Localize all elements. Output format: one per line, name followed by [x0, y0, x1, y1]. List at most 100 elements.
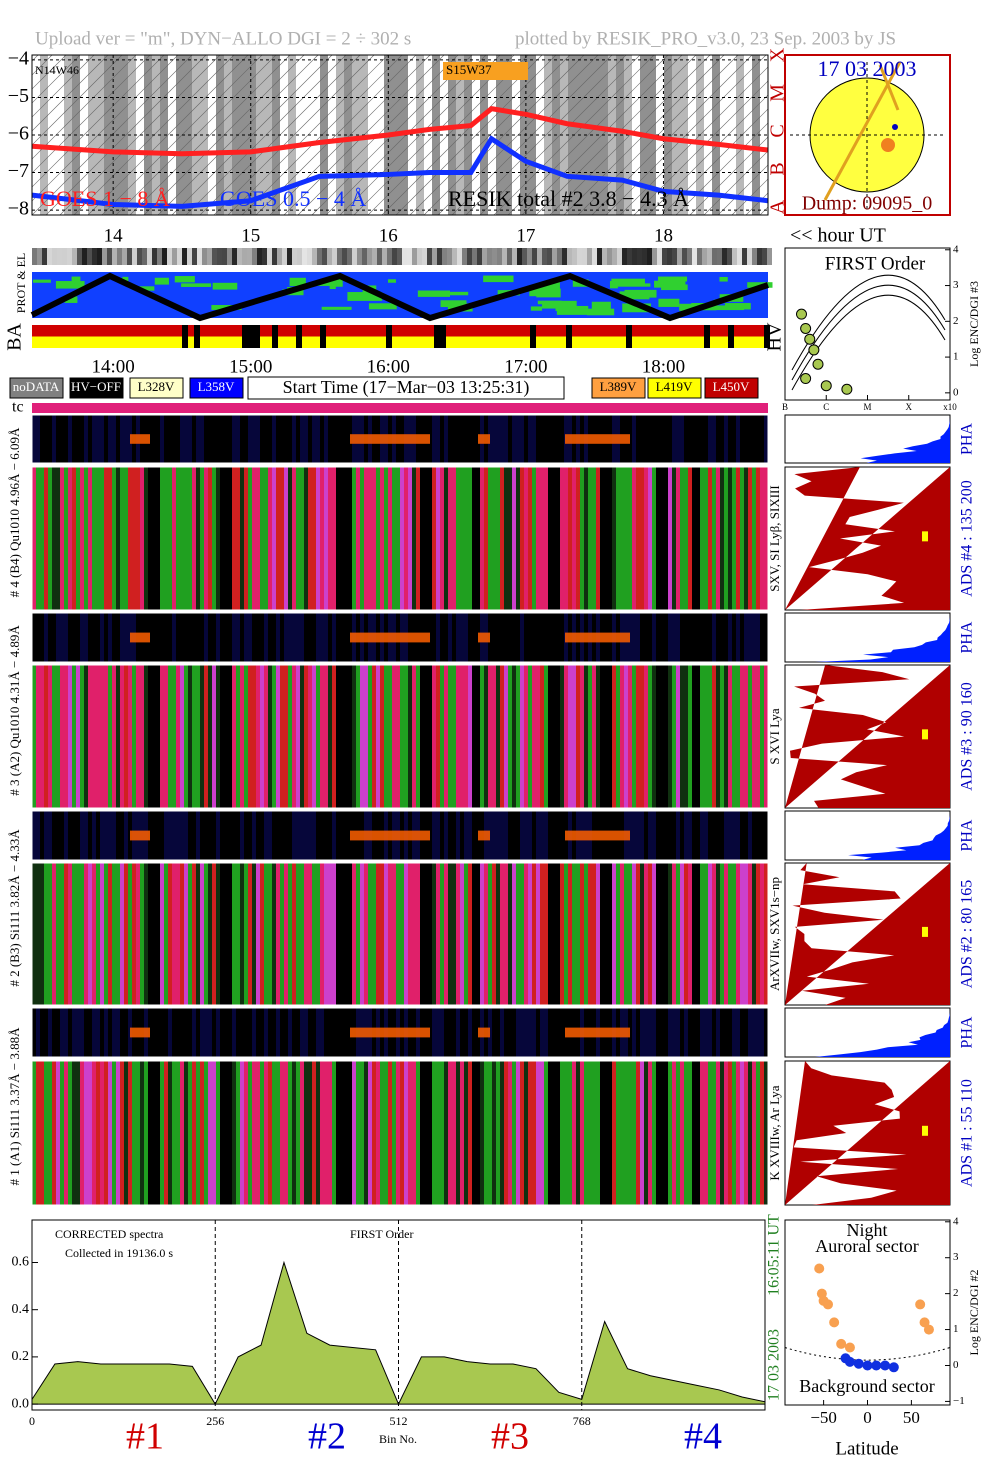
spectrogram-stripe	[104, 467, 108, 610]
spectrogram-stripe	[732, 665, 736, 808]
pha-band	[478, 434, 490, 444]
spectrogram-stripe	[640, 863, 644, 1005]
hatch	[465, 55, 627, 215]
prot-green	[181, 283, 212, 287]
ba-gray	[597, 248, 602, 265]
hv-bar	[170, 325, 176, 348]
ba-gray	[317, 248, 322, 265]
spectrogram-stripe	[180, 415, 184, 463]
orbit-stripe	[512, 55, 520, 215]
spectrogram-stripe	[88, 665, 92, 808]
prot-green	[658, 276, 688, 282]
spectrogram-stripe	[388, 863, 392, 1005]
spectrogram-stripe	[392, 467, 396, 610]
spectrogram-stripe	[288, 665, 292, 808]
spectrogram-stripe	[640, 665, 644, 808]
pha-band	[350, 830, 430, 841]
spectrogram-stripe	[612, 467, 616, 610]
spectrogram-stripe	[204, 1008, 208, 1057]
spectrogram-stripe	[584, 467, 588, 610]
ba-gray	[657, 248, 662, 265]
hv-bar	[86, 325, 92, 348]
spectrogram-stripe	[184, 665, 188, 808]
spectrogram-stripe	[160, 863, 164, 1005]
spectrogram-stripe	[232, 467, 236, 610]
spectrogram-stripe	[168, 1061, 172, 1205]
spectrogram-stripe	[116, 665, 120, 808]
hv-bar	[152, 325, 158, 348]
ba-gray	[37, 248, 42, 265]
spectrogram-stripe	[204, 467, 208, 610]
spectrogram-stripe	[100, 665, 104, 808]
spectrogram-stripe	[596, 467, 600, 610]
ba-gray	[382, 248, 387, 265]
spectrogram-stripe	[88, 1061, 92, 1205]
spectrogram-stripe	[208, 467, 212, 610]
hv-bar	[68, 325, 74, 348]
spectrogram-stripe	[296, 665, 300, 808]
spectrogram-stripe	[48, 467, 52, 610]
spectrogram-stripe	[324, 415, 328, 463]
spectrogram-stripe	[316, 1008, 320, 1057]
ba-gray	[192, 248, 197, 265]
spectrogram-stripe	[564, 467, 568, 610]
spectrogram-stripe	[360, 863, 364, 1005]
spectrogram-stripe	[544, 467, 548, 610]
hv-bar	[428, 325, 434, 348]
spectrogram-stripe	[256, 1061, 260, 1205]
hv-bar	[314, 325, 320, 348]
ba-gray	[112, 248, 117, 265]
hv-bar	[278, 325, 284, 348]
spectrogram-stripe	[136, 665, 140, 808]
ba-gray	[487, 248, 492, 265]
spectrogram-stripe	[268, 1061, 272, 1205]
hv-bar	[620, 325, 626, 348]
spectrogram-stripe	[480, 467, 484, 610]
spectrogram-stripe	[516, 1008, 520, 1057]
spectrogram-stripe	[524, 863, 528, 1005]
spectrogram-stripe	[736, 467, 740, 610]
hv-bar	[506, 325, 512, 348]
spectrogram-stripe	[724, 467, 728, 610]
ba-gray	[52, 248, 57, 265]
spectrogram-stripe	[704, 863, 708, 1005]
spectrogram-stripe	[328, 467, 332, 610]
spectrogram-stripe	[260, 1061, 264, 1205]
spectrogram-stripe	[436, 863, 440, 1005]
spectrogram-stripe	[248, 1061, 252, 1205]
spectrogram-stripe	[412, 863, 416, 1005]
x-tick-label: X	[906, 402, 913, 412]
hv-bar	[740, 325, 746, 348]
hatch	[591, 55, 753, 215]
spectrogram-stripe	[732, 863, 736, 1005]
label: #3	[491, 1416, 529, 1458]
ba-gray	[582, 248, 587, 265]
spectrogram-stripe	[276, 665, 280, 808]
spectrogram-stripe	[620, 1061, 624, 1205]
spectrogram-stripe	[124, 613, 128, 662]
prot-green	[679, 303, 696, 311]
hatch	[129, 55, 291, 215]
spectrogram-stripe	[372, 665, 376, 808]
spectrogram-stripe	[160, 665, 164, 808]
hv-bar	[200, 325, 206, 348]
spectrogram-stripe	[412, 1061, 416, 1205]
spectrogram-stripe	[464, 665, 468, 808]
spectrogram-stripe	[700, 811, 704, 860]
spectrogram-stripe	[264, 613, 268, 662]
spectrogram-stripe	[112, 863, 116, 1005]
spectrogram-stripe	[320, 613, 324, 662]
ba-gray	[517, 248, 522, 265]
label: 16:00	[367, 356, 410, 377]
spectrogram-stripe	[516, 467, 520, 610]
spectrogram-stripe	[96, 467, 100, 610]
spectrogram-stripe	[292, 665, 296, 808]
spectrogram-stripe	[252, 415, 256, 463]
spectrogram-stripe	[712, 415, 716, 463]
spectrogram-stripe	[96, 415, 100, 463]
spectrogram-stripe	[232, 1008, 236, 1057]
hv-bar	[104, 325, 110, 348]
spectrogram-stripe	[568, 665, 572, 808]
y-tick-label: 2	[953, 315, 959, 327]
ba-gray	[407, 248, 412, 265]
